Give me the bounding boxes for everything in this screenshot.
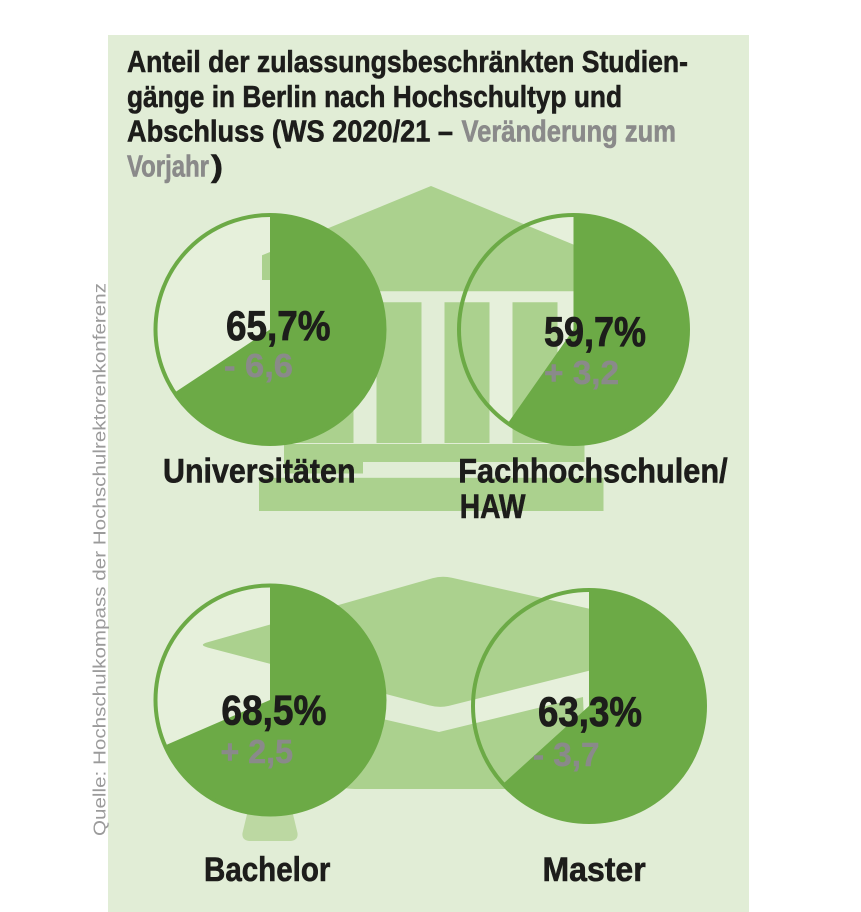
svg-text:Anteil der zulassungsbeschränk: Anteil der zulassungsbeschränkten Studie… (127, 44, 688, 79)
svg-text:Fachhochschulen/: Fachhochschulen/ (458, 453, 728, 491)
svg-text:): ) (211, 149, 223, 184)
svg-text:65,7%: 65,7% (226, 302, 331, 349)
svg-text:68,5%: 68,5% (221, 687, 326, 734)
svg-text:Quelle: Hochschulkompass der H: Quelle: Hochschulkompass der Hochschulre… (90, 283, 110, 836)
svg-text:Universitäten: Universitäten (163, 453, 356, 491)
svg-text:Veränderung zum: Veränderung zum (462, 114, 677, 149)
svg-text:- 3,7: - 3,7 (533, 736, 600, 773)
svg-text:Master: Master (543, 851, 646, 889)
svg-text:HAW: HAW (460, 488, 527, 526)
svg-text:Vorjahr: Vorjahr (127, 149, 209, 184)
svg-text:- 6,6: - 6,6 (224, 347, 293, 384)
svg-text:63,3%: 63,3% (538, 688, 642, 735)
svg-text:59,7%: 59,7% (544, 308, 646, 355)
svg-text:Abschluss (WS 2020/21 –: Abschluss (WS 2020/21 – (127, 114, 453, 149)
svg-text:+ 3,2: + 3,2 (544, 354, 619, 391)
svg-text:Bachelor: Bachelor (204, 851, 330, 889)
svg-text:+ 2,5: + 2,5 (221, 733, 294, 770)
svg-text:gänge in Berlin nach Hochschul: gänge in Berlin nach Hochschultyp und (127, 79, 622, 114)
